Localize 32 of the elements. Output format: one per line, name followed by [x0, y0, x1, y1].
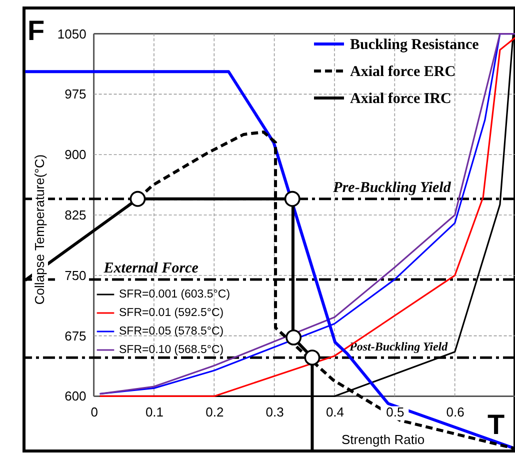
x-tick-label: 0.5: [386, 404, 404, 420]
x-tick-label: 0.3: [266, 404, 284, 420]
x-tick-label: 0.4: [326, 404, 344, 420]
legend-label: Axial force ERC: [350, 64, 456, 80]
x-tick-label: 0.1: [145, 404, 164, 420]
x-tick-label: 0: [90, 404, 98, 420]
y-tick-label: 675: [64, 328, 86, 344]
y-tick-label: 750: [64, 268, 86, 283]
y-tick-label: 825: [64, 208, 86, 222]
annotation: T: [487, 409, 505, 440]
point: [130, 190, 146, 207]
point: [304, 350, 320, 366]
legend-label: SFR=0.10 (568.5°C): [119, 344, 224, 356]
legend-label: Buckling Resistance: [350, 37, 480, 53]
y-tick-label: 1050: [57, 26, 86, 42]
point: [284, 190, 300, 207]
legend-label: SFR=0.001 (603.5°C): [119, 288, 230, 300]
y-tick-label: 975: [64, 86, 86, 102]
y-tick-label: 600: [64, 388, 86, 404]
x-tick-label: 0.6: [446, 404, 464, 420]
x-tick-label: 0.2: [206, 404, 224, 420]
ref-line-label: External Force: [102, 260, 199, 276]
y-tick-label: 900: [64, 147, 86, 162]
legend-label: SFR=0.05 (578.5°C): [119, 326, 224, 338]
ref-line-label: Pre-Buckling Yield: [333, 180, 452, 196]
point: [286, 329, 302, 346]
ref-line-label: Post-Buckling Yield: [349, 340, 449, 354]
y-axis-title: Collapse Temperature(°C): [32, 154, 47, 305]
legend-label: SFR=0.01 (592.5°C): [119, 307, 224, 319]
legend-label: Axial force IRC: [350, 91, 452, 107]
x-axis-title: Strength Ratio: [341, 432, 425, 447]
annotation: F: [27, 15, 45, 46]
